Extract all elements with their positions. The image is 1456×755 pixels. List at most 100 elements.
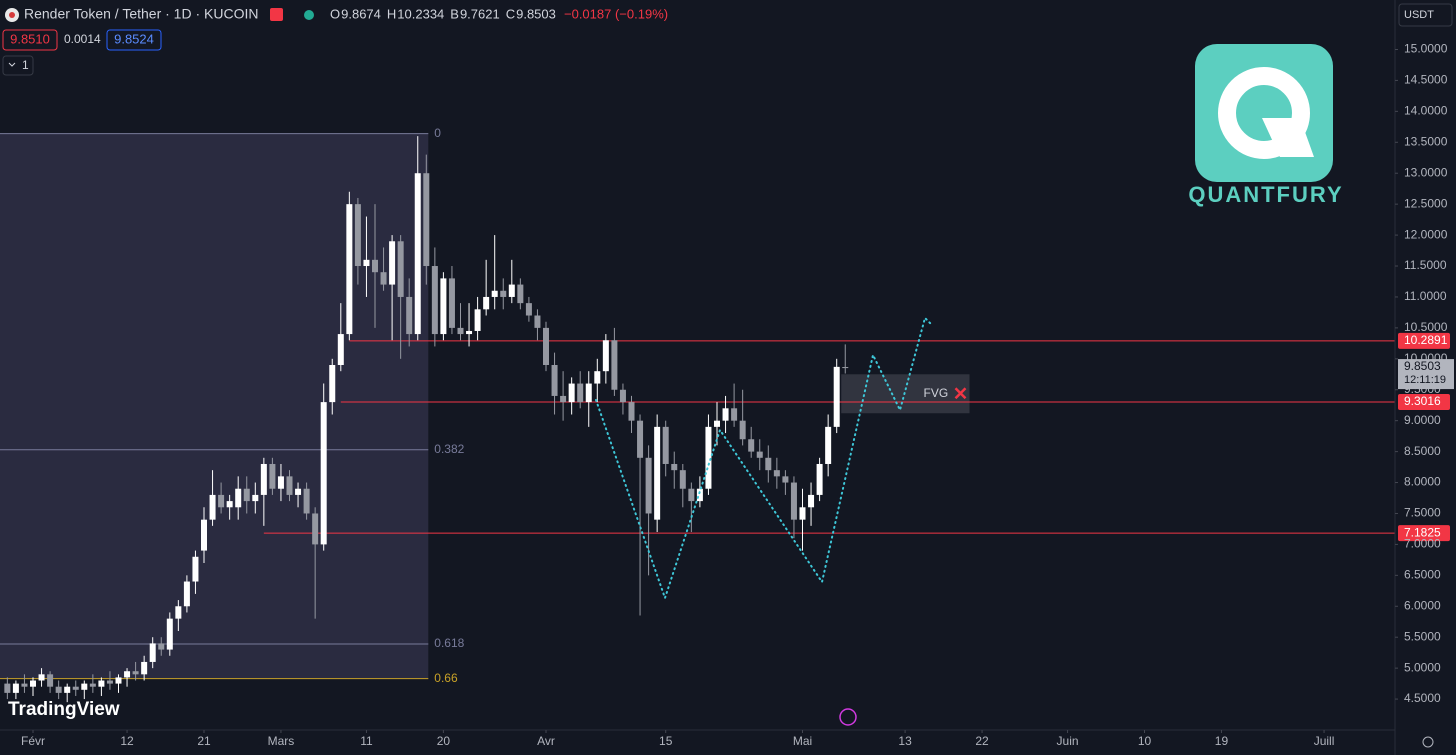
- level-tag: [1398, 394, 1450, 411]
- candle-body: [252, 494, 259, 502]
- ask-box[interactable]: [106, 29, 162, 51]
- candle-body: [782, 476, 789, 483]
- candle-body: [141, 661, 148, 675]
- y-tick-label: 4.5000: [1404, 691, 1441, 705]
- legend-key: H: [387, 6, 396, 21]
- candle-body: [235, 488, 242, 508]
- legend-key: C: [506, 6, 515, 21]
- symbol-icon: [9, 12, 15, 18]
- candle-body: [132, 671, 139, 675]
- candle-body: [406, 296, 413, 335]
- x-tick-label: 22: [975, 734, 989, 748]
- currency-select[interactable]: [1398, 3, 1453, 27]
- legend-key: O: [330, 6, 340, 21]
- candle-body: [354, 204, 361, 267]
- y-tick-label: 7.5000: [1404, 506, 1441, 520]
- y-tick-label: 14.5000: [1404, 73, 1448, 87]
- candle-body: [474, 309, 481, 331]
- bid-box[interactable]: [2, 29, 58, 51]
- flag-icon: [270, 8, 283, 21]
- candle-body: [500, 290, 507, 297]
- candle-body: [192, 556, 199, 582]
- candle-body: [808, 494, 815, 508]
- candle-body: [577, 383, 584, 403]
- candle-body: [303, 488, 310, 514]
- fib-label: 0: [434, 126, 441, 140]
- legend-value: 9.8674: [341, 6, 381, 21]
- x-tick-label: Juill: [1314, 734, 1335, 748]
- candle-body: [748, 439, 755, 452]
- y-tick-label: 7.0000: [1404, 537, 1441, 551]
- candle-body: [602, 340, 609, 372]
- candle-body: [825, 426, 832, 464]
- candle-body: [765, 457, 772, 471]
- candle-body: [12, 683, 19, 693]
- candle-body: [363, 259, 370, 267]
- candle-body: [414, 173, 421, 335]
- y-tick-label: 10.5000: [1404, 320, 1448, 334]
- candle-body: [89, 683, 96, 687]
- tradingview-logo: TradingView: [8, 699, 120, 720]
- candle-body: [218, 494, 225, 508]
- x-tick-label: Mars: [268, 734, 295, 748]
- x-tick-label: 10: [1138, 734, 1152, 748]
- spread: 0.0014: [64, 32, 101, 46]
- x-tick-label: 20: [437, 734, 451, 748]
- x-tick-label: Mai: [793, 734, 812, 748]
- y-tick-label: 14.0000: [1404, 104, 1448, 118]
- level-tag: [1398, 332, 1450, 349]
- x-tick-label: 13: [898, 734, 912, 748]
- candle-body: [594, 371, 601, 384]
- candle-body: [277, 476, 284, 489]
- candle-body: [47, 674, 54, 687]
- candle-body: [833, 366, 840, 427]
- ask: 9.8524: [114, 31, 154, 46]
- y-tick-label: 8.5000: [1404, 444, 1441, 458]
- fib-label: 0.66: [434, 671, 458, 685]
- y-tick-label: 12.0000: [1404, 227, 1448, 241]
- candle-body: [773, 470, 780, 477]
- candle-body: [64, 686, 71, 693]
- candle-body: [645, 457, 652, 514]
- candle-body: [226, 501, 233, 508]
- candle-body: [397, 241, 404, 297]
- candle-body: [201, 519, 207, 551]
- x-tick-label: 19: [1215, 734, 1229, 748]
- candle-body: [483, 296, 490, 310]
- candle-body: [423, 173, 430, 267]
- candle-body: [286, 476, 293, 495]
- settings-icon[interactable]: [1422, 736, 1434, 748]
- y-tick-label: 13.0000: [1404, 165, 1448, 179]
- candle-body: [611, 340, 618, 390]
- candle-body: [124, 671, 131, 678]
- candle-body: [175, 606, 182, 619]
- candle-body: [72, 686, 79, 690]
- y-tick-label: 6.0000: [1404, 598, 1441, 612]
- status-dot: [304, 10, 314, 20]
- candle-body: [705, 426, 712, 489]
- x-tick-label: Juin: [1057, 734, 1079, 748]
- legend-value: 9.8503: [516, 6, 556, 21]
- candle-body: [448, 278, 455, 328]
- currency: USDT: [1404, 9, 1434, 21]
- indicator-toggle[interactable]: [2, 55, 34, 76]
- candle-body: [98, 680, 105, 687]
- legend-value: 9.7621: [460, 6, 500, 21]
- candle-body: [696, 488, 703, 502]
- candle-body: [209, 494, 216, 520]
- candle-body: [585, 383, 592, 403]
- candle-body: [38, 674, 45, 681]
- candle-body: [534, 315, 541, 328]
- candle-body: [619, 389, 626, 403]
- event-icon[interactable]: [839, 708, 857, 726]
- candle-body: [337, 334, 344, 365]
- bid: 9.8510: [10, 31, 50, 46]
- chevron: [8, 62, 16, 67]
- candle-body: [466, 330, 473, 335]
- x-tick-label: 11: [360, 734, 373, 748]
- y-tick-label: 6.5000: [1404, 568, 1441, 582]
- candle-body: [440, 278, 447, 335]
- candle-body: [560, 395, 567, 403]
- y-tick-label: 11.5000: [1404, 258, 1447, 272]
